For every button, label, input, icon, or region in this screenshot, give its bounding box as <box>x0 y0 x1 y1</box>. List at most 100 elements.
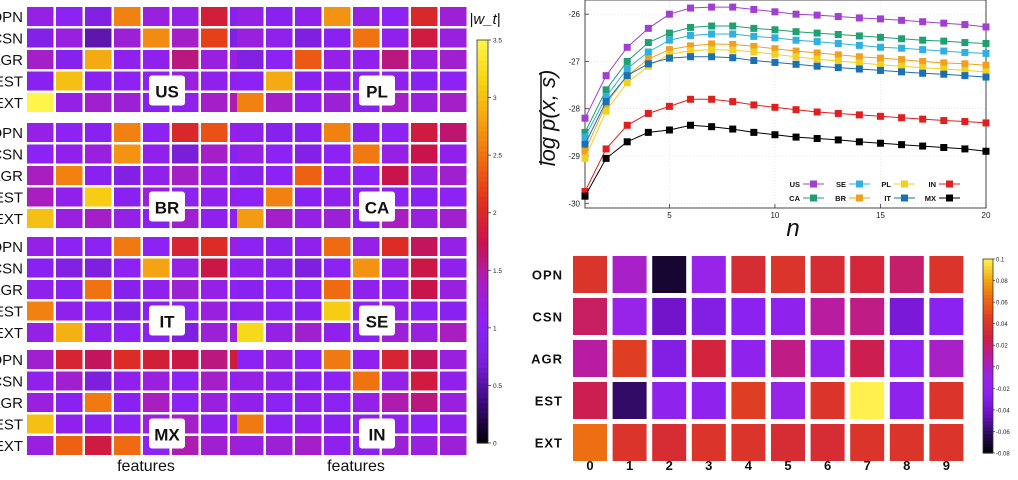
colorbar-segment <box>477 160 488 167</box>
colorbar-segment <box>477 306 488 313</box>
data-point <box>665 29 673 37</box>
data-point <box>876 61 884 69</box>
colorbar-segment <box>983 410 993 415</box>
cell <box>143 166 170 185</box>
cell <box>85 209 112 228</box>
cell <box>382 393 409 412</box>
data-point <box>982 23 990 31</box>
cell <box>353 7 380 26</box>
cell <box>237 7 264 26</box>
cell <box>237 166 264 185</box>
colorbar-segment <box>477 201 488 207</box>
x-tick-label: 20 <box>982 211 991 220</box>
row-label: OPN <box>0 352 23 369</box>
cell <box>266 436 293 455</box>
series-se <box>581 30 990 141</box>
data-point <box>665 126 673 134</box>
cell <box>411 7 438 26</box>
cell <box>295 166 322 185</box>
cell <box>573 382 607 419</box>
cell <box>573 424 607 461</box>
legend-item: US <box>790 180 824 189</box>
cell <box>440 237 467 256</box>
data-point <box>644 55 652 63</box>
panel-label-box <box>149 191 185 222</box>
data-point <box>708 53 716 61</box>
cell <box>266 187 293 207</box>
colorbar-segment <box>477 412 488 419</box>
cell <box>731 256 766 293</box>
data-point <box>729 22 737 30</box>
row-label: AGR <box>531 352 563 367</box>
cell <box>266 209 293 228</box>
cell <box>411 371 438 391</box>
colorbar-tick-label: 0.1 <box>996 258 1005 264</box>
data-point <box>665 50 673 58</box>
colorbar-segment <box>477 437 488 444</box>
cell <box>411 280 438 299</box>
cell <box>114 144 141 164</box>
colorbar-tick-label: 0.08 <box>996 279 1008 285</box>
colorbar-segment <box>477 327 488 333</box>
panel-label: IT <box>159 313 175 332</box>
column-label: 4 <box>745 458 753 473</box>
colorbar-segment <box>477 110 488 117</box>
colorbar-segment <box>477 80 488 86</box>
colorbar-segment <box>983 385 993 389</box>
colorbar-segment <box>983 281 993 286</box>
data-point <box>898 114 906 122</box>
cell <box>929 340 964 377</box>
cell <box>691 382 726 419</box>
data-point <box>602 86 610 94</box>
colorbar-segment <box>477 206 488 212</box>
cell <box>324 7 351 26</box>
cell <box>27 144 54 164</box>
legend-item: BR <box>835 194 870 203</box>
panel-label-box <box>149 418 185 449</box>
data-point <box>940 19 948 27</box>
data-point <box>961 48 969 56</box>
line-chart-xlabel: n <box>786 215 799 242</box>
cell <box>172 166 199 185</box>
cell <box>295 301 322 321</box>
colorbar-segment <box>477 372 488 379</box>
cell <box>56 123 83 142</box>
cell <box>172 371 199 391</box>
data-point <box>729 98 737 106</box>
data-point <box>792 28 800 36</box>
cell <box>353 393 380 412</box>
column-label: 5 <box>784 458 791 473</box>
data-point <box>876 33 884 41</box>
colorbar-segment <box>477 271 488 278</box>
cell <box>143 280 170 299</box>
colorbar-segment <box>983 391 993 396</box>
data-point <box>961 117 969 125</box>
legend-marker <box>901 194 908 202</box>
cell <box>353 237 380 256</box>
colorbar-segment <box>983 446 993 451</box>
panel-label: MX <box>154 426 180 445</box>
cell <box>850 256 885 293</box>
colorbar-segment <box>983 381 993 386</box>
colorbar-tick-label: 2.5 <box>493 153 502 160</box>
y-tick-label: -27 <box>568 57 580 66</box>
cell <box>440 350 467 369</box>
cell <box>172 280 199 299</box>
cell <box>612 298 647 335</box>
cell <box>295 414 322 434</box>
cell <box>929 256 964 293</box>
cell <box>324 436 351 455</box>
data-point <box>834 109 842 117</box>
cell <box>353 350 380 369</box>
data-point <box>813 49 821 57</box>
cell <box>411 50 438 69</box>
cell <box>295 209 322 228</box>
cell <box>440 28 467 48</box>
data-point <box>919 18 927 26</box>
features-label-left: features <box>117 458 175 475</box>
cell <box>114 237 141 256</box>
cell <box>201 414 228 434</box>
cell <box>237 436 264 455</box>
cell <box>324 301 351 321</box>
panel-us: OPN CSN AGR EST EXT US <box>0 7 257 112</box>
